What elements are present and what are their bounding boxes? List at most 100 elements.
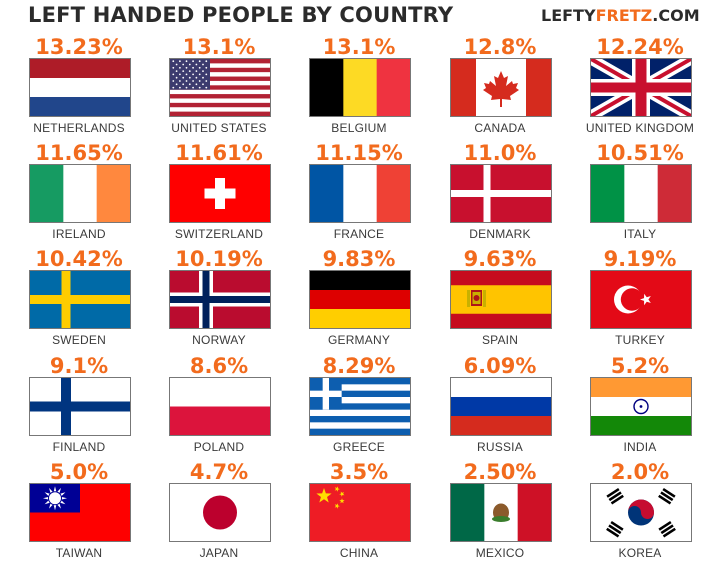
percent-label: 10.42% xyxy=(35,247,123,271)
country-name: SWITZERLAND xyxy=(174,227,264,241)
country-name: NETHERLANDS xyxy=(33,121,125,135)
country-name: UNITED KINGDOM xyxy=(585,121,695,135)
percent-label: 11.0% xyxy=(463,141,537,165)
finland-flag xyxy=(29,377,131,436)
percent-label: 10.19% xyxy=(175,247,263,271)
country-name: JAPAN xyxy=(199,546,239,560)
country-cell: 12.24% UNITED KINGDOM xyxy=(580,35,700,143)
percent-label: 11.15% xyxy=(315,141,403,165)
italy-flag xyxy=(590,164,692,223)
mexico-flag xyxy=(450,483,552,542)
switzerland-flag xyxy=(169,164,271,223)
country-cell: 10.51% ITALY xyxy=(580,141,700,249)
country-name: IRELAND xyxy=(52,227,106,241)
percent-label: 6.09% xyxy=(463,354,537,378)
country-cell: 2.50% MEXICO xyxy=(440,460,560,568)
percent-label: 11.61% xyxy=(175,141,263,165)
country-name: BELGIUM xyxy=(331,121,387,135)
country-name: MEXICO xyxy=(475,546,525,560)
percent-label: 5.2% xyxy=(610,354,670,378)
brand-suffix: .COM xyxy=(652,6,700,25)
russia-flag xyxy=(450,377,552,436)
country-cell: 8.6% POLAND xyxy=(159,354,279,462)
country-name: FRANCE xyxy=(333,227,385,241)
country-cell: 11.15% FRANCE xyxy=(299,141,419,249)
usa-flag xyxy=(169,58,271,117)
india-flag xyxy=(590,377,692,436)
country-name: CANADA xyxy=(474,121,526,135)
percent-label: 12.8% xyxy=(463,35,537,59)
country-cell: 9.19% TURKEY xyxy=(580,247,700,355)
country-name: GREECE xyxy=(333,440,385,454)
country-cell: 9.83% GERMANY xyxy=(299,247,419,355)
netherlands-flag xyxy=(29,58,131,117)
country-cell: 5.0% TAIWAN xyxy=(19,460,139,568)
country-cell: 2.0% KOREA xyxy=(580,460,700,568)
uk-flag xyxy=(590,58,692,117)
country-cell: 10.19% NORWAY xyxy=(159,247,279,355)
country-name: NORWAY xyxy=(192,333,246,347)
denmark-flag xyxy=(450,164,552,223)
chart-title: LEFT HANDED PEOPLE BY COUNTRY xyxy=(28,3,454,27)
country-cell: 11.61% SWITZERLAND xyxy=(159,141,279,249)
spain-flag xyxy=(450,270,552,329)
korea-flag xyxy=(590,483,692,542)
country-cell: 13.1% BELGIUM xyxy=(299,35,419,143)
percent-label: 11.65% xyxy=(35,141,123,165)
sweden-flag xyxy=(29,270,131,329)
china-flag xyxy=(309,483,411,542)
percent-label: 9.83% xyxy=(322,247,396,271)
percent-label: 13.1% xyxy=(322,35,396,59)
percent-label: 12.24% xyxy=(596,35,684,59)
country-cell: 9.63% SPAIN xyxy=(440,247,560,355)
percent-label: 9.19% xyxy=(603,247,677,271)
country-name: ITALY xyxy=(623,227,657,241)
percent-label: 4.7% xyxy=(189,460,249,484)
percent-label: 5.0% xyxy=(49,460,109,484)
germany-flag xyxy=(309,270,411,329)
country-name: DENMARK xyxy=(469,227,531,241)
country-cell: 9.1% FINLAND xyxy=(19,354,139,462)
brand-prefix: LEFTY xyxy=(541,6,596,25)
country-name: RUSSIA xyxy=(477,440,523,454)
france-flag xyxy=(309,164,411,223)
country-name: FINLAND xyxy=(52,440,106,454)
country-name: SPAIN xyxy=(481,333,519,347)
country-name: GERMANY xyxy=(327,333,391,347)
norway-flag xyxy=(169,270,271,329)
poland-flag xyxy=(169,377,271,436)
country-cell: 13.23% NETHERLANDS xyxy=(19,35,139,143)
brand-logo: LEFTYFRETZ.COM xyxy=(541,6,700,25)
country-cell: 4.7% JAPAN xyxy=(159,460,279,568)
country-cell: 12.8% CANADA xyxy=(440,35,560,143)
ireland-flag xyxy=(29,164,131,223)
greece-flag xyxy=(309,377,411,436)
country-cell: 3.5% CHINA xyxy=(299,460,419,568)
percent-label: 13.23% xyxy=(35,35,123,59)
country-cell: 11.65% IRELAND xyxy=(19,141,139,249)
percent-label: 9.63% xyxy=(463,247,537,271)
country-name: CHINA xyxy=(339,546,379,560)
percent-label: 3.5% xyxy=(329,460,389,484)
country-cell: 13.1% UNITED STATES xyxy=(159,35,279,143)
country-name: UNITED STATES xyxy=(171,121,267,135)
country-name: POLAND xyxy=(193,440,245,454)
country-name: KOREA xyxy=(618,546,662,560)
japan-flag xyxy=(169,483,271,542)
percent-label: 2.0% xyxy=(610,460,670,484)
country-name: INDIA xyxy=(623,440,657,454)
percent-label: 9.1% xyxy=(49,354,109,378)
canada-flag xyxy=(450,58,552,117)
country-name: SWEDEN xyxy=(52,333,106,347)
country-cell: 8.29% GREECE xyxy=(299,354,419,462)
country-cell: 10.42% SWEDEN xyxy=(19,247,139,355)
percent-label: 13.1% xyxy=(182,35,256,59)
country-cell: 6.09% RUSSIA xyxy=(440,354,560,462)
percent-label: 8.29% xyxy=(322,354,396,378)
taiwan-flag xyxy=(29,483,131,542)
percent-label: 10.51% xyxy=(596,141,684,165)
percent-label: 2.50% xyxy=(463,460,537,484)
country-name: TURKEY xyxy=(615,333,665,347)
country-cell: 5.2% INDIA xyxy=(580,354,700,462)
turkey-flag xyxy=(590,270,692,329)
